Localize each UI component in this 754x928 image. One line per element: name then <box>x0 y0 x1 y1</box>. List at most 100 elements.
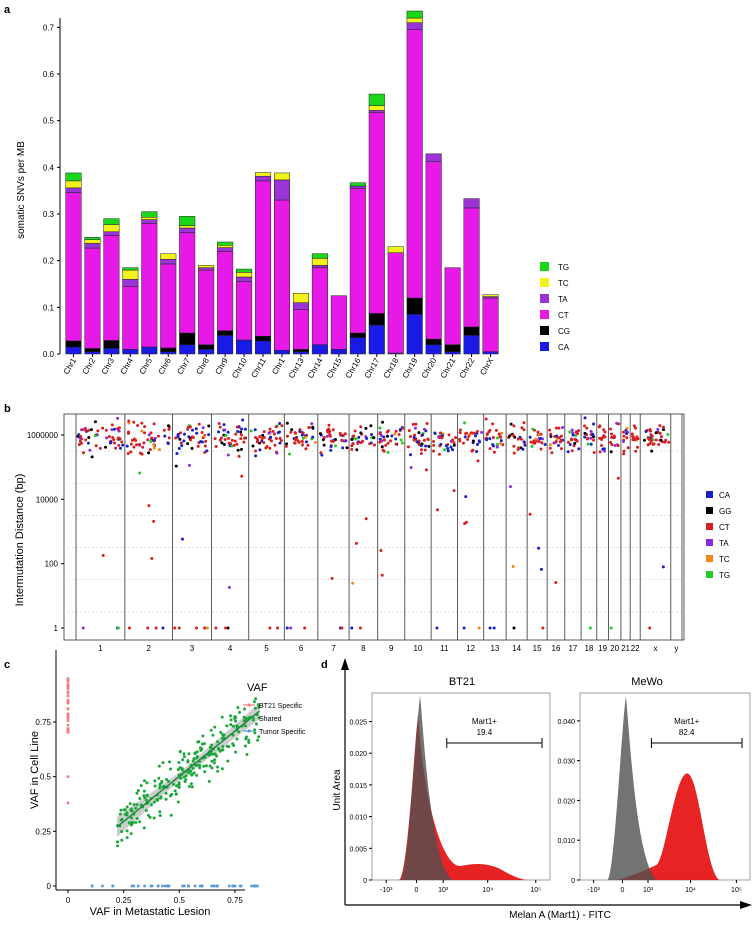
mutation-point <box>214 444 218 448</box>
x-tick-label: Chr21 <box>439 356 458 380</box>
point-shared <box>116 844 120 848</box>
mutation-point <box>87 428 91 432</box>
x-tick-label: Chr18 <box>382 356 401 380</box>
mutation-point <box>217 430 221 434</box>
point-shared <box>164 797 168 801</box>
mutation-point <box>300 433 304 437</box>
point-shared <box>220 767 224 771</box>
mutation-point <box>182 439 186 443</box>
mutation-point <box>88 448 92 452</box>
mutation-point <box>96 429 100 433</box>
point-tumor-specific <box>150 884 154 888</box>
point-tumor-specific <box>111 884 115 888</box>
mutation-point <box>556 443 560 447</box>
point-shared <box>135 791 139 795</box>
mutation-point <box>610 443 614 447</box>
mutation-point <box>186 425 190 429</box>
mutation-point <box>146 438 150 442</box>
point-tumor-specific <box>130 884 134 888</box>
mutation-point <box>290 428 294 432</box>
y-tick-label: 0.4 <box>43 163 55 172</box>
mutation-point <box>307 426 311 430</box>
bar-segment-ct <box>122 286 139 350</box>
mutation-point <box>559 447 563 451</box>
bar-segment-tg <box>65 172 82 182</box>
mutation-point <box>127 626 131 630</box>
plot-frame <box>63 413 685 641</box>
point-shared <box>174 792 178 796</box>
mutation-point <box>217 421 221 425</box>
mutation-point <box>484 417 488 421</box>
mutation-point <box>121 443 125 447</box>
mutation-point <box>648 442 652 446</box>
mutation-point <box>621 430 625 434</box>
mutation-point <box>568 442 572 446</box>
mutation-point <box>140 421 144 425</box>
point-shared <box>257 735 261 739</box>
x-tick-label: Chr1 <box>270 356 287 376</box>
mutation-point <box>583 424 587 428</box>
bar-segment-tg <box>406 10 423 19</box>
y-tick-label: 0.1 <box>43 303 55 312</box>
point-tumor-specific <box>233 884 237 888</box>
mutation-point <box>462 626 466 630</box>
mutation-point <box>226 453 230 457</box>
mutation-point <box>608 427 612 431</box>
mutation-point <box>187 463 191 467</box>
mutation-point <box>550 451 554 455</box>
mutation-point <box>141 445 145 449</box>
mutation-point <box>203 626 207 630</box>
mutation-point <box>557 426 561 430</box>
mutation-point <box>342 439 346 443</box>
mutation-point <box>264 446 268 450</box>
mutation-point <box>613 435 617 439</box>
point-tumor-specific <box>231 884 234 888</box>
mutation-point <box>602 428 606 432</box>
point-bt21-specific <box>66 716 70 720</box>
mutation-point <box>467 434 471 438</box>
mutation-point <box>512 424 516 428</box>
point-shared <box>134 806 138 810</box>
point-shared <box>178 749 182 753</box>
y-tick-label: 0.025 <box>349 720 367 727</box>
x-tick-label: 12 <box>466 644 475 653</box>
point-shared <box>129 823 133 827</box>
mutation-point <box>476 459 480 463</box>
mutation-point <box>369 432 373 436</box>
mutation-point <box>93 420 97 424</box>
point-shared <box>215 754 219 758</box>
mutation-point <box>301 436 305 440</box>
point-shared <box>129 832 133 836</box>
point-shared <box>130 821 134 825</box>
mutation-point <box>539 567 543 571</box>
mutation-point <box>463 421 467 425</box>
point-shared <box>234 750 238 754</box>
mutation-point <box>446 446 450 450</box>
mutation-point <box>561 426 565 430</box>
point-shared <box>237 710 241 714</box>
mutation-point <box>520 426 524 430</box>
x-tick-label: 7 <box>331 644 336 653</box>
point-shared <box>216 765 220 769</box>
mutation-point <box>152 519 156 523</box>
mutation-point <box>439 442 443 446</box>
bar-segment-ca <box>368 324 385 355</box>
y-tick-label: 10000 <box>36 495 59 504</box>
mutation-point <box>361 439 365 443</box>
mutation-point <box>147 451 151 455</box>
mutation-point <box>205 626 209 630</box>
bar-segment-tc <box>311 258 328 266</box>
mutation-point <box>451 438 455 442</box>
mutation-point <box>267 431 271 435</box>
mutation-point <box>156 434 160 438</box>
point-tumor-specific <box>163 884 167 888</box>
mutation-point <box>530 444 534 448</box>
mutation-point <box>616 444 620 448</box>
point-shared <box>167 779 171 783</box>
mutation-point <box>521 447 525 451</box>
bar-segment-ct <box>368 112 385 314</box>
point-shared <box>186 760 190 764</box>
point-shared <box>203 770 207 774</box>
mutation-point <box>415 440 419 444</box>
mutation-point <box>271 429 275 433</box>
